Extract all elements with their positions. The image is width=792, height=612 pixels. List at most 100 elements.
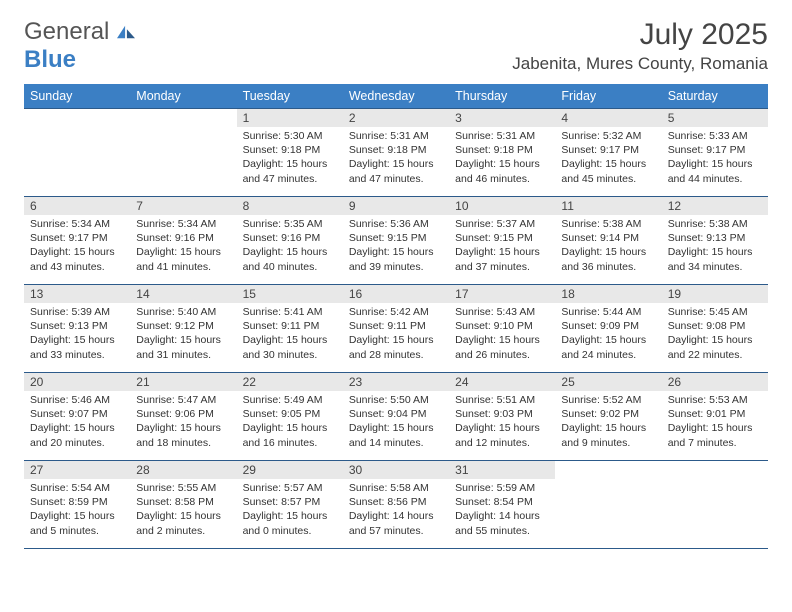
daylight-label: Daylight:	[455, 158, 499, 170]
sunrise-label: Sunrise:	[668, 130, 709, 142]
sunset-line: Sunset: 9:01 PM	[668, 407, 762, 421]
sunset-line: Sunset: 9:10 PM	[455, 319, 549, 333]
empty-cell	[130, 108, 236, 196]
sunrise-line: Sunrise: 5:53 AM	[668, 393, 762, 407]
sunset-line: Sunset: 9:05 PM	[243, 407, 337, 421]
sunset-label: Sunset:	[668, 320, 707, 332]
sunrise-line: Sunrise: 5:34 AM	[136, 217, 230, 231]
sunset-line: Sunset: 9:03 PM	[455, 407, 549, 421]
daylight-label: Daylight:	[243, 246, 287, 258]
sunset-line: Sunset: 9:11 PM	[243, 319, 337, 333]
day-number: 21	[130, 373, 236, 391]
location-subtitle: Jabenita, Mures County, Romania	[512, 54, 768, 74]
daylight-line: Daylight: 15 hours and 34 minutes.	[668, 245, 762, 273]
day-details: Sunrise: 5:42 AMSunset: 9:11 PMDaylight:…	[343, 303, 449, 368]
sunrise-label: Sunrise:	[136, 218, 177, 230]
day-number: 6	[24, 197, 130, 215]
sunset-label: Sunset:	[30, 320, 69, 332]
sunset-value: 9:01 PM	[706, 408, 745, 420]
sunset-value: 9:10 PM	[494, 320, 533, 332]
day-details: Sunrise: 5:37 AMSunset: 9:15 PMDaylight:…	[449, 215, 555, 280]
day-number: 8	[237, 197, 343, 215]
day-number: 9	[343, 197, 449, 215]
sunset-line: Sunset: 9:13 PM	[668, 231, 762, 245]
sunset-value: 9:09 PM	[600, 320, 639, 332]
day-number: 16	[343, 285, 449, 303]
sunrise-label: Sunrise:	[455, 482, 496, 494]
logo: General Blue	[24, 18, 135, 74]
daylight-label: Daylight:	[30, 510, 74, 522]
empty-cell	[24, 108, 130, 196]
sunrise-value: 5:32 AM	[603, 130, 642, 142]
sunset-value: 9:02 PM	[600, 408, 639, 420]
sunrise-value: 5:47 AM	[178, 394, 217, 406]
day-cell: 24Sunrise: 5:51 AMSunset: 9:03 PMDayligh…	[449, 372, 555, 460]
sunset-line: Sunset: 9:18 PM	[349, 143, 443, 157]
day-details: Sunrise: 5:39 AMSunset: 9:13 PMDaylight:…	[24, 303, 130, 368]
sunset-label: Sunset:	[561, 144, 600, 156]
sunset-label: Sunset:	[455, 496, 494, 508]
daylight-label: Daylight:	[30, 422, 74, 434]
sunrise-line: Sunrise: 5:45 AM	[668, 305, 762, 319]
daylight-line: Daylight: 15 hours and 24 minutes.	[561, 333, 655, 361]
sunset-label: Sunset:	[136, 408, 175, 420]
sunrise-line: Sunrise: 5:33 AM	[668, 129, 762, 143]
sunrise-value: 5:49 AM	[284, 394, 323, 406]
day-number: 1	[237, 109, 343, 127]
day-number: 18	[555, 285, 661, 303]
logo-word1: General	[24, 18, 109, 45]
dow-header: Saturday	[662, 84, 768, 108]
sunrise-value: 5:31 AM	[390, 130, 429, 142]
sunset-value: 8:56 PM	[387, 496, 426, 508]
sunrise-line: Sunrise: 5:57 AM	[243, 481, 337, 495]
sunrise-value: 5:43 AM	[497, 306, 536, 318]
sunrise-value: 5:53 AM	[709, 394, 748, 406]
day-details: Sunrise: 5:31 AMSunset: 9:18 PMDaylight:…	[343, 127, 449, 192]
sunrise-value: 5:42 AM	[390, 306, 429, 318]
day-details: Sunrise: 5:54 AMSunset: 8:59 PMDaylight:…	[24, 479, 130, 544]
sunrise-label: Sunrise:	[349, 130, 390, 142]
sunset-value: 9:11 PM	[281, 320, 319, 332]
day-cell: 26Sunrise: 5:53 AMSunset: 9:01 PMDayligh…	[662, 372, 768, 460]
day-number: 14	[130, 285, 236, 303]
sunset-line: Sunset: 8:58 PM	[136, 495, 230, 509]
day-number: 2	[343, 109, 449, 127]
logo-word2: Blue	[24, 46, 76, 73]
sunset-label: Sunset:	[136, 320, 175, 332]
sunset-value: 8:58 PM	[175, 496, 214, 508]
daylight-line: Daylight: 15 hours and 40 minutes.	[243, 245, 337, 273]
daylight-line: Daylight: 15 hours and 37 minutes.	[455, 245, 549, 273]
daylight-line: Daylight: 15 hours and 30 minutes.	[243, 333, 337, 361]
sunrise-line: Sunrise: 5:37 AM	[455, 217, 549, 231]
day-details: Sunrise: 5:32 AMSunset: 9:17 PMDaylight:…	[555, 127, 661, 192]
sunset-line: Sunset: 9:17 PM	[30, 231, 124, 245]
sunrise-label: Sunrise:	[455, 218, 496, 230]
sunrise-line: Sunrise: 5:44 AM	[561, 305, 655, 319]
day-details: Sunrise: 5:45 AMSunset: 9:08 PMDaylight:…	[662, 303, 768, 368]
day-cell: 30Sunrise: 5:58 AMSunset: 8:56 PMDayligh…	[343, 460, 449, 548]
daylight-label: Daylight:	[349, 246, 393, 258]
daylight-label: Daylight:	[455, 334, 499, 346]
sunset-line: Sunset: 9:15 PM	[349, 231, 443, 245]
sunrise-label: Sunrise:	[136, 306, 177, 318]
daylight-label: Daylight:	[668, 334, 712, 346]
day-details: Sunrise: 5:57 AMSunset: 8:57 PMDaylight:…	[237, 479, 343, 544]
day-cell: 6Sunrise: 5:34 AMSunset: 9:17 PMDaylight…	[24, 196, 130, 284]
daylight-line: Daylight: 15 hours and 47 minutes.	[349, 157, 443, 185]
day-number: 11	[555, 197, 661, 215]
sunrise-value: 5:41 AM	[284, 306, 323, 318]
sunset-value: 8:57 PM	[281, 496, 320, 508]
sunrise-label: Sunrise:	[30, 394, 71, 406]
day-details: Sunrise: 5:58 AMSunset: 8:56 PMDaylight:…	[343, 479, 449, 544]
day-details: Sunrise: 5:33 AMSunset: 9:17 PMDaylight:…	[662, 127, 768, 192]
day-details: Sunrise: 5:31 AMSunset: 9:18 PMDaylight:…	[449, 127, 555, 192]
sunrise-label: Sunrise:	[243, 218, 284, 230]
sunrise-value: 5:38 AM	[709, 218, 748, 230]
day-cell: 2Sunrise: 5:31 AMSunset: 9:18 PMDaylight…	[343, 108, 449, 196]
day-number: 20	[24, 373, 130, 391]
sunset-value: 9:18 PM	[387, 144, 426, 156]
sunset-line: Sunset: 8:56 PM	[349, 495, 443, 509]
sunset-value: 9:12 PM	[175, 320, 214, 332]
sunrise-label: Sunrise:	[561, 394, 602, 406]
day-number: 19	[662, 285, 768, 303]
